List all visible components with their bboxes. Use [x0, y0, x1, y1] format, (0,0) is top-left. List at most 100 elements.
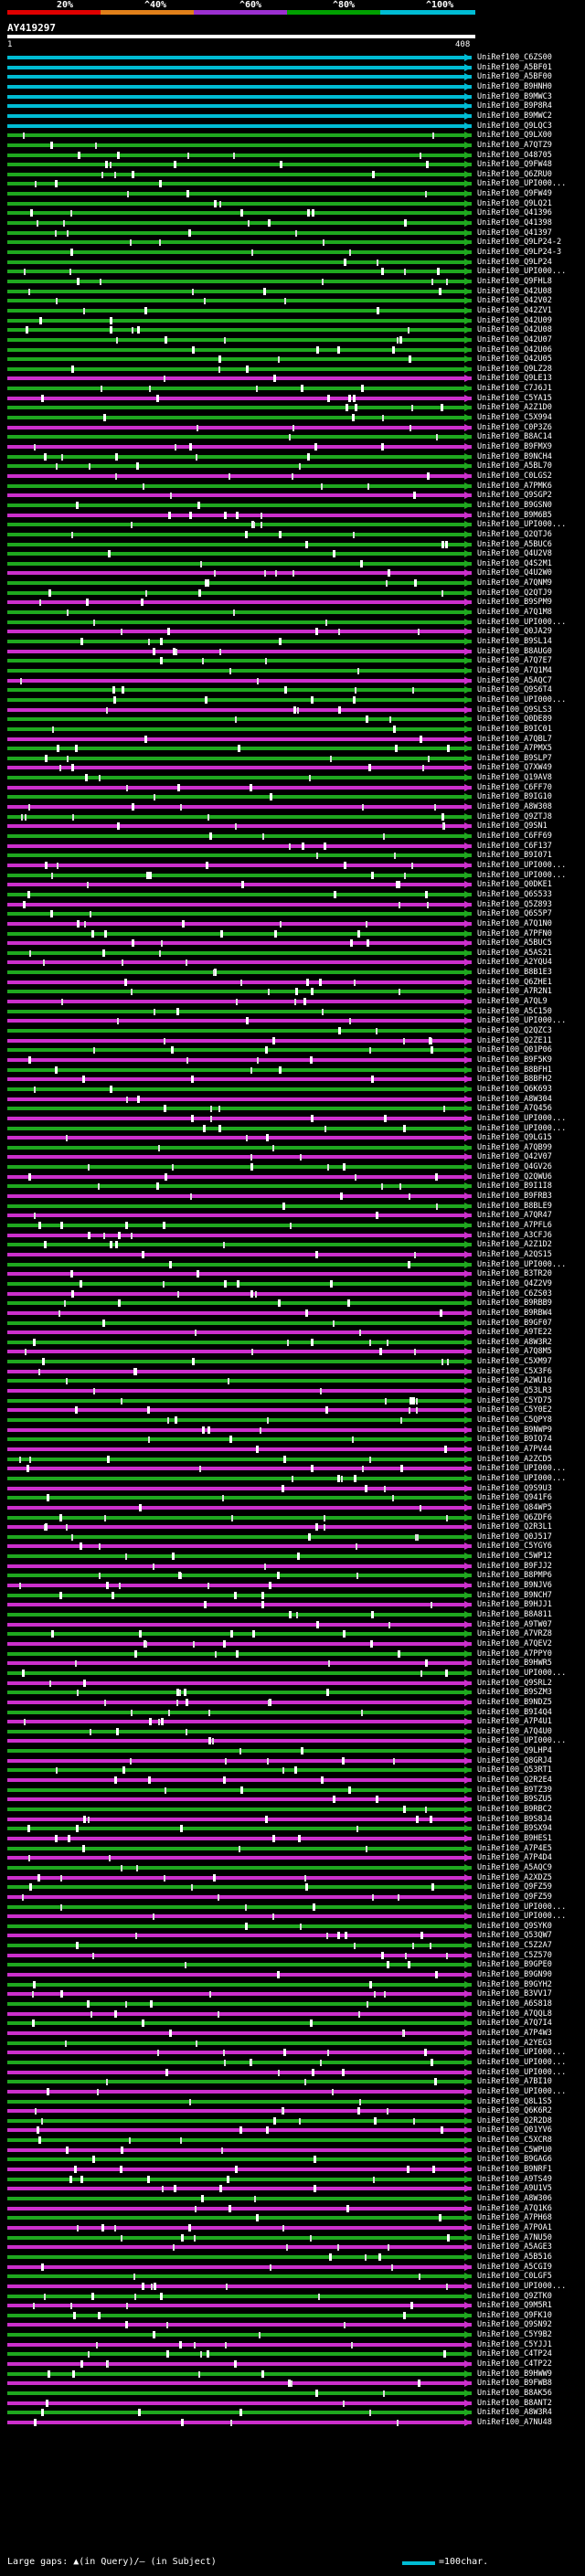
hit-row[interactable]: UniRef100_UPI000...	[0, 267, 585, 277]
hit-row[interactable]: UniRef100_C0P3Z6	[0, 423, 585, 433]
hit-name[interactable]: UniRef100_A5B516	[477, 2252, 552, 2262]
hit-name[interactable]: UniRef100_B9SZU5	[477, 1795, 552, 1805]
hit-name[interactable]: UniRef100_B8BFH1	[477, 1065, 552, 1075]
hit-row[interactable]: UniRef100_C5Z570	[0, 1951, 585, 1961]
hit-name[interactable]: UniRef100_A7PMX5	[477, 744, 552, 754]
hit-name[interactable]: UniRef100_Q53LR3	[477, 1386, 552, 1396]
hit-row[interactable]: UniRef100_Q41396	[0, 208, 585, 218]
hit-name[interactable]: UniRef100_A7Q1M4	[477, 665, 552, 675]
hit-name[interactable]: UniRef100_UPI000...	[477, 870, 567, 880]
hit-row[interactable]: UniRef100_Q2R2E4	[0, 1776, 585, 1786]
hit-name[interactable]: UniRef100_B8BLE9	[477, 1201, 552, 1211]
hit-row[interactable]: UniRef100_Q0JA29	[0, 627, 585, 637]
hit-name[interactable]: UniRef100_B9HWR5	[477, 1659, 552, 1669]
hit-row[interactable]: UniRef100_B9HWW9	[0, 2369, 585, 2380]
hit-row[interactable]: UniRef100_A7PFL6	[0, 1221, 585, 1231]
hit-row[interactable]: UniRef100_C6FF70	[0, 783, 585, 793]
hit-row[interactable]: UniRef100_UPI000...	[0, 1903, 585, 1913]
hit-name[interactable]: UniRef100_C4TP22	[477, 2359, 552, 2369]
hit-row[interactable]: UniRef100_A7R2N1	[0, 987, 585, 997]
hit-name[interactable]: UniRef100_B9MWC3	[477, 91, 552, 101]
hit-row[interactable]: UniRef100_C6F137	[0, 842, 585, 852]
hit-name[interactable]: UniRef100_B9IG10	[477, 792, 552, 802]
hit-row[interactable]: UniRef100_A8W3R2	[0, 1338, 585, 1348]
hit-row[interactable]: UniRef100_Q42U08	[0, 287, 585, 297]
hit-name[interactable]: UniRef100_UPI000...	[477, 1902, 567, 1912]
hit-row[interactable]: UniRef100_B3TR20	[0, 1269, 585, 1279]
hit-row[interactable]: UniRef100_C4TP24	[0, 2349, 585, 2359]
hit-name[interactable]: UniRef100_B3VV17	[477, 1989, 552, 1999]
hit-name[interactable]: UniRef100_O48705	[477, 150, 552, 160]
hit-row[interactable]: UniRef100_Q9M5R1	[0, 2301, 585, 2311]
hit-row[interactable]: UniRef100_Q0J517	[0, 1532, 585, 1542]
hit-name[interactable]: UniRef100_Q9SRL2	[477, 1678, 552, 1688]
hit-row[interactable]: UniRef100_Q2ZE11	[0, 1036, 585, 1046]
hit-name[interactable]: UniRef100_A7BI10	[477, 2077, 552, 2087]
hit-row[interactable]: UniRef100_A2YEG3	[0, 2039, 585, 2049]
hit-name[interactable]: UniRef100_Q9LQ21	[477, 198, 552, 208]
hit-name[interactable]: UniRef100_Q8GRJ4	[477, 1755, 552, 1765]
hit-row[interactable]: UniRef100_A7PMX5	[0, 744, 585, 754]
hit-row[interactable]: UniRef100_UPI000...	[0, 861, 585, 871]
hit-row[interactable]: UniRef100_B9SZU5	[0, 1795, 585, 1805]
hit-name[interactable]: UniRef100_Q9ZTK0	[477, 2291, 552, 2301]
hit-row[interactable]: UniRef100_A5AGE3	[0, 2242, 585, 2253]
hit-row[interactable]: UniRef100_B9S8J4	[0, 1815, 585, 1825]
hit-name[interactable]: UniRef100_Q9SGP2	[477, 491, 552, 501]
hit-row[interactable]: UniRef100_UPI000...	[0, 1464, 585, 1474]
hit-name[interactable]: UniRef100_B9GF07	[477, 1318, 552, 1328]
hit-row[interactable]: UniRef100_A7QEV2	[0, 1639, 585, 1649]
hit-name[interactable]: UniRef100_C5YJJ1	[477, 2339, 552, 2349]
hit-name[interactable]: UniRef100_B9SPM9	[477, 598, 552, 608]
hit-name[interactable]: UniRef100_Q53QW7	[477, 1931, 552, 1941]
hit-row[interactable]: UniRef100_Q9LHP4	[0, 1746, 585, 1756]
hit-row[interactable]: UniRef100_C5YGY6	[0, 1542, 585, 1552]
hit-row[interactable]: UniRef100_C5Y9B2	[0, 2330, 585, 2340]
hit-name[interactable]: UniRef100_B9P8R4	[477, 101, 552, 111]
hit-name[interactable]: UniRef100_Q2R3L1	[477, 1522, 552, 1532]
hit-name[interactable]: UniRef100_A8W304	[477, 1094, 552, 1104]
hit-row[interactable]: UniRef100_A7PFN0	[0, 929, 585, 939]
hit-name[interactable]: UniRef100_Q0J517	[477, 1532, 552, 1542]
hit-row[interactable]: UniRef100_A7Q1M4	[0, 666, 585, 676]
hit-row[interactable]: UniRef100_A2Z1D0	[0, 403, 585, 413]
hit-row[interactable]: UniRef100_A8W304	[0, 1095, 585, 1105]
hit-name[interactable]: UniRef100_UPI000...	[477, 1473, 567, 1483]
hit-row[interactable]: UniRef100_Q6ZRU0	[0, 170, 585, 180]
hit-row[interactable]: UniRef100_C6ZS00	[0, 53, 585, 63]
hit-name[interactable]: UniRef100_B9GPE0	[477, 1960, 552, 1970]
hit-row[interactable]: UniRef100_A7Q1N0	[0, 919, 585, 929]
hit-row[interactable]: UniRef100_A6S818	[0, 1999, 585, 2009]
hit-name[interactable]: UniRef100_A7P4W3	[477, 2028, 552, 2038]
hit-name[interactable]: UniRef100_B9HNH0	[477, 81, 552, 91]
hit-row[interactable]: UniRef100_A3CFJ6	[0, 1231, 585, 1241]
hit-row[interactable]: UniRef100_A2XDZ5	[0, 1873, 585, 1883]
hit-row[interactable]: UniRef100_Q2QTJ6	[0, 530, 585, 540]
hit-row[interactable]: UniRef100_B8A811	[0, 1610, 585, 1620]
hit-name[interactable]: UniRef100_B9SX94	[477, 1824, 552, 1834]
hit-name[interactable]: UniRef100_B9I4Q4	[477, 1707, 552, 1717]
hit-row[interactable]: UniRef100_A5BF00	[0, 72, 585, 82]
hit-row[interactable]: UniRef100_Q8GRJ4	[0, 1756, 585, 1766]
hit-row[interactable]: UniRef100_A2YQU4	[0, 958, 585, 968]
hit-row[interactable]: UniRef100_Q4U2V8	[0, 549, 585, 559]
hit-row[interactable]: UniRef100_A7QTZ9	[0, 141, 585, 151]
hit-row[interactable]: UniRef100_Q9SYK0	[0, 1922, 585, 1932]
hit-row[interactable]: UniRef100_UPI000...	[0, 1124, 585, 1134]
hit-name[interactable]: UniRef100_Q4U2W0	[477, 568, 552, 578]
hit-row[interactable]: UniRef100_A7PV44	[0, 1445, 585, 1455]
hit-row[interactable]: UniRef100_C6FF69	[0, 832, 585, 842]
hit-row[interactable]: UniRef100_A5BF01	[0, 63, 585, 73]
hit-name[interactable]: UniRef100_Q9LQC3	[477, 121, 552, 131]
hit-row[interactable]: UniRef100_A9TS49	[0, 2175, 585, 2185]
hit-name[interactable]: UniRef100_C5YGY6	[477, 1542, 552, 1552]
hit-name[interactable]: UniRef100_C5X994	[477, 413, 552, 423]
hit-row[interactable]: UniRef100_A5BUC5	[0, 938, 585, 949]
hit-name[interactable]: UniRef100_Q9SLS3	[477, 705, 552, 715]
hit-row[interactable]: UniRef100_B9IQ74	[0, 1435, 585, 1445]
hit-row[interactable]: UniRef100_UPI000...	[0, 1474, 585, 1484]
hit-name[interactable]: UniRef100_A5BUC6	[477, 539, 552, 549]
hit-row[interactable]: UniRef100_Q6S533	[0, 890, 585, 900]
hit-row[interactable]: UniRef100_B9M6B5	[0, 511, 585, 521]
hit-row[interactable]: UniRef100_A5BL70	[0, 461, 585, 472]
